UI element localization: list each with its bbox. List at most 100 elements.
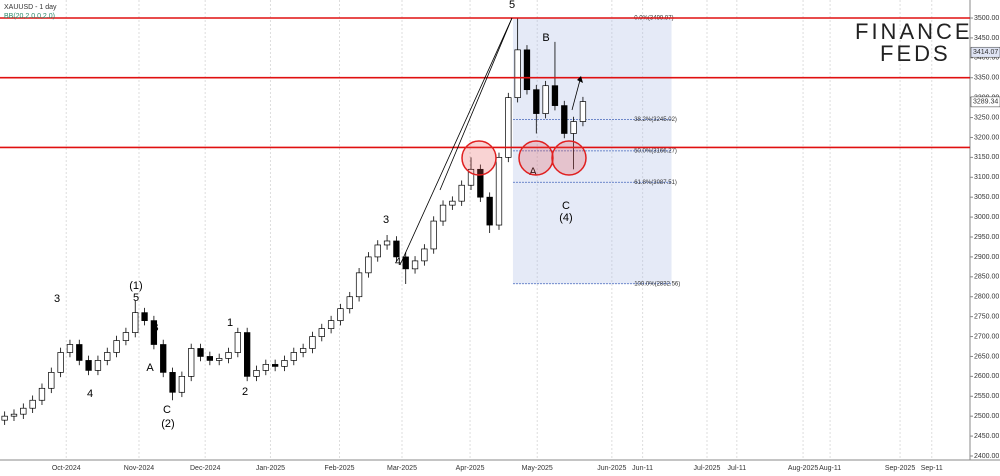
candle-body [337, 308, 344, 321]
y-tick-label: 2850.00 [974, 274, 999, 281]
price-label-box [970, 96, 1000, 108]
x-tick-label: Apr-2025 [456, 465, 485, 472]
wave-label: (4) [559, 212, 572, 224]
wave-label: 2 [242, 386, 248, 398]
candle-body [104, 352, 111, 361]
candle-body [178, 376, 186, 393]
x-tick-label: Sep-2025 [885, 465, 915, 472]
x-tick-label: Mar-2025 [387, 465, 417, 472]
y-tick-label: 2700.00 [974, 333, 999, 340]
candle-body [29, 399, 36, 409]
trend-line [399, 17, 513, 266]
candle-body [38, 387, 46, 401]
y-tick-label: 2450.00 [974, 433, 999, 440]
candle-body [561, 105, 568, 134]
y-tick-label: 2600.00 [974, 373, 999, 380]
wave-label: (2) [161, 418, 174, 430]
candle-body [262, 364, 269, 371]
y-tick-label: 2950.00 [974, 234, 999, 241]
candle-body [150, 320, 158, 345]
y-tick-label: 3000.00 [974, 214, 999, 221]
price-label: 3414.07 [973, 49, 998, 56]
candle-body [48, 372, 55, 389]
x-tick-label: Dec-2024 [190, 465, 220, 472]
candle-body [421, 248, 428, 262]
candle-body [523, 49, 531, 91]
fib-label: 61.8%(3087.51) [634, 180, 677, 186]
candle-body [365, 256, 372, 274]
candle-body [216, 358, 223, 361]
y-tick-label: 3500.00 [974, 15, 999, 22]
x-tick-label: Jul-11 [728, 465, 747, 472]
x-tick-label: Jun-2025 [597, 465, 626, 472]
wave-label: C [163, 404, 171, 416]
y-tick-label: 3050.00 [974, 194, 999, 201]
candle-body [458, 184, 465, 202]
wave-label: 3 [54, 293, 60, 305]
x-tick-label: Jun-11 [632, 465, 653, 472]
candle-body [374, 244, 381, 258]
candle-body [533, 89, 540, 114]
candle-body [477, 168, 484, 198]
logo: FEDS [880, 41, 951, 66]
candle-body [225, 352, 232, 359]
candle-body [393, 240, 400, 258]
trend-line [439, 17, 513, 191]
candle-body [188, 348, 195, 377]
wave-label: 5 [509, 0, 515, 11]
y-tick-label: 3400.00 [974, 55, 999, 62]
candle-body [206, 356, 214, 361]
y-tick-label: 3100.00 [974, 174, 999, 181]
candle-body [449, 200, 456, 206]
arrow [571, 79, 581, 111]
highlight-circle [551, 140, 587, 176]
highlight-circle [518, 140, 554, 176]
candle-body [1, 415, 8, 421]
candle-body [327, 320, 335, 329]
x-tick-label: Sep-11 [921, 465, 943, 472]
candle-body [234, 332, 241, 353]
fib-label: 100.0%(2832.56) [634, 281, 680, 287]
y-tick-label: 3250.00 [974, 114, 999, 121]
candle-body [141, 312, 148, 321]
y-tick-label: 3200.00 [974, 134, 999, 141]
candle-body [551, 85, 559, 106]
x-tick-label: May-2025 [522, 465, 553, 472]
y-tick-label: 2750.00 [974, 313, 999, 320]
x-tick-label: Oct-2024 [52, 465, 81, 472]
candle-body [411, 260, 419, 270]
candle-body [94, 360, 102, 371]
x-tick-label: Nov-2024 [124, 465, 154, 472]
candle-body [486, 196, 493, 226]
candle-body [253, 370, 260, 377]
candle-body [495, 157, 503, 226]
y-tick-label: 3350.00 [974, 75, 999, 82]
y-tick-label: 2400.00 [974, 453, 999, 460]
candle-body [299, 348, 307, 353]
candle-body [20, 407, 27, 415]
wave-label: B [542, 32, 549, 44]
candle-body [76, 344, 83, 361]
x-tick-label: Jan-2025 [256, 465, 285, 472]
candle-body [197, 348, 204, 357]
candle-body [113, 340, 120, 353]
wave-label: A [146, 362, 154, 374]
candle-body [271, 364, 279, 367]
chart-title: XAUUSD - 1 day [4, 4, 57, 11]
y-tick-label: 2500.00 [974, 413, 999, 420]
wave-label: A [529, 166, 537, 178]
candle-body [160, 344, 167, 373]
y-tick-label: 2550.00 [974, 393, 999, 400]
wave-label: 4 [395, 256, 401, 268]
wave-label: 1 [227, 317, 233, 329]
logo: FINANCE [855, 19, 973, 44]
candle-body [169, 372, 176, 393]
price-label-box [970, 46, 1000, 58]
candle-body [66, 344, 74, 353]
wave-label: (1) [129, 280, 142, 292]
candle-body [402, 256, 409, 270]
y-tick-label: 2900.00 [974, 254, 999, 261]
candle-body [318, 328, 325, 337]
